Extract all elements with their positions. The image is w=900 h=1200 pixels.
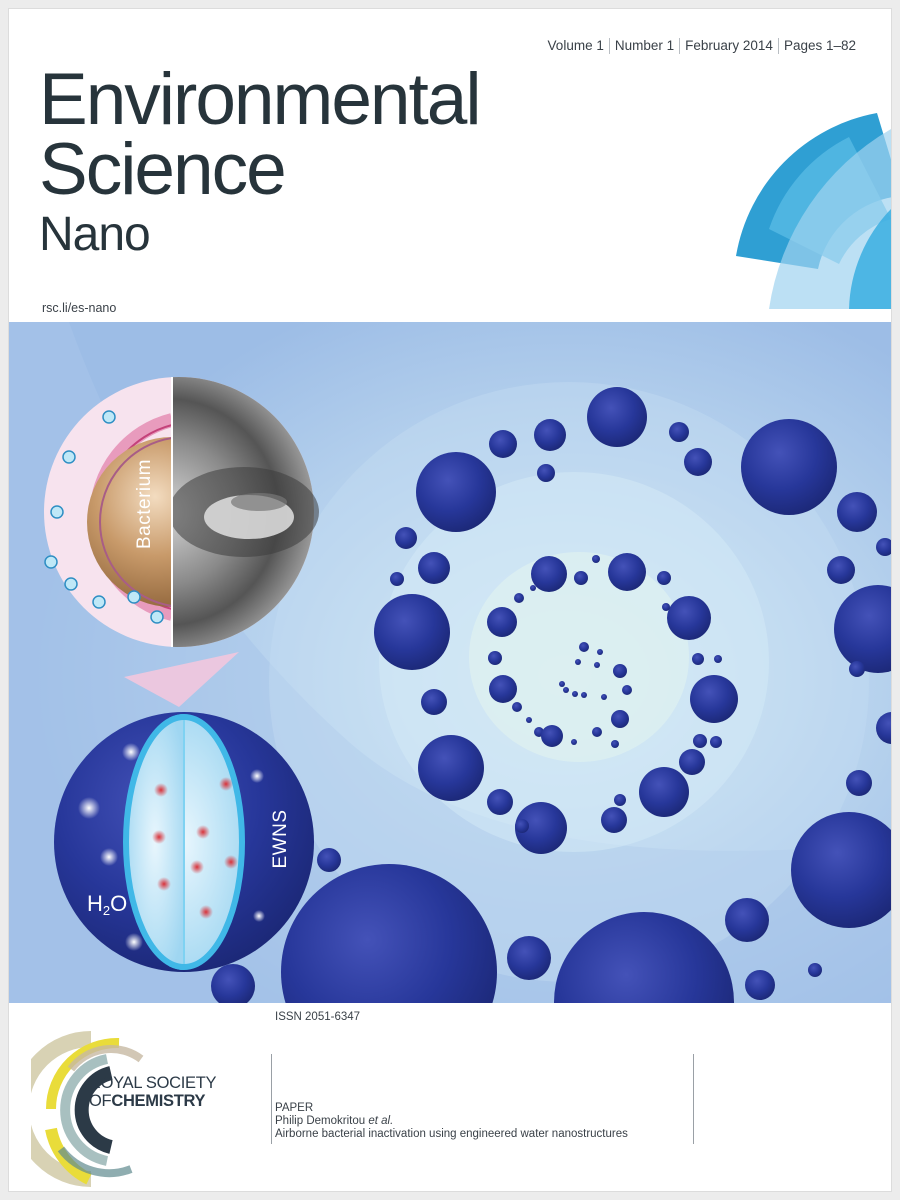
journal-cover: Volume 1 Number 1 February 2014 Pages 1–… (9, 9, 891, 1191)
issn: ISSN 2051-6347 (275, 1011, 360, 1023)
publisher-line-1: ROYAL SOCIETY (89, 1075, 216, 1092)
divider-left (271, 1054, 272, 1144)
cover-artwork (9, 322, 891, 1003)
label-ewns: EWNS (270, 810, 292, 869)
featured-paper: PAPER Philip Demokritou et al. Airborne … (275, 1102, 628, 1141)
divider-right (693, 1054, 694, 1144)
publisher-line-2: OFCHEMISTRY (89, 1093, 205, 1110)
paper-authors: Philip Demokritou et al. (275, 1115, 628, 1128)
paper-title[interactable]: Airborne bacterial inactivation using en… (275, 1128, 628, 1141)
label-bacterium: Bacterium (134, 459, 156, 549)
artwork-illustration (9, 322, 891, 1003)
paper-label: PAPER (275, 1102, 628, 1115)
label-h2o: H2O (87, 891, 127, 918)
